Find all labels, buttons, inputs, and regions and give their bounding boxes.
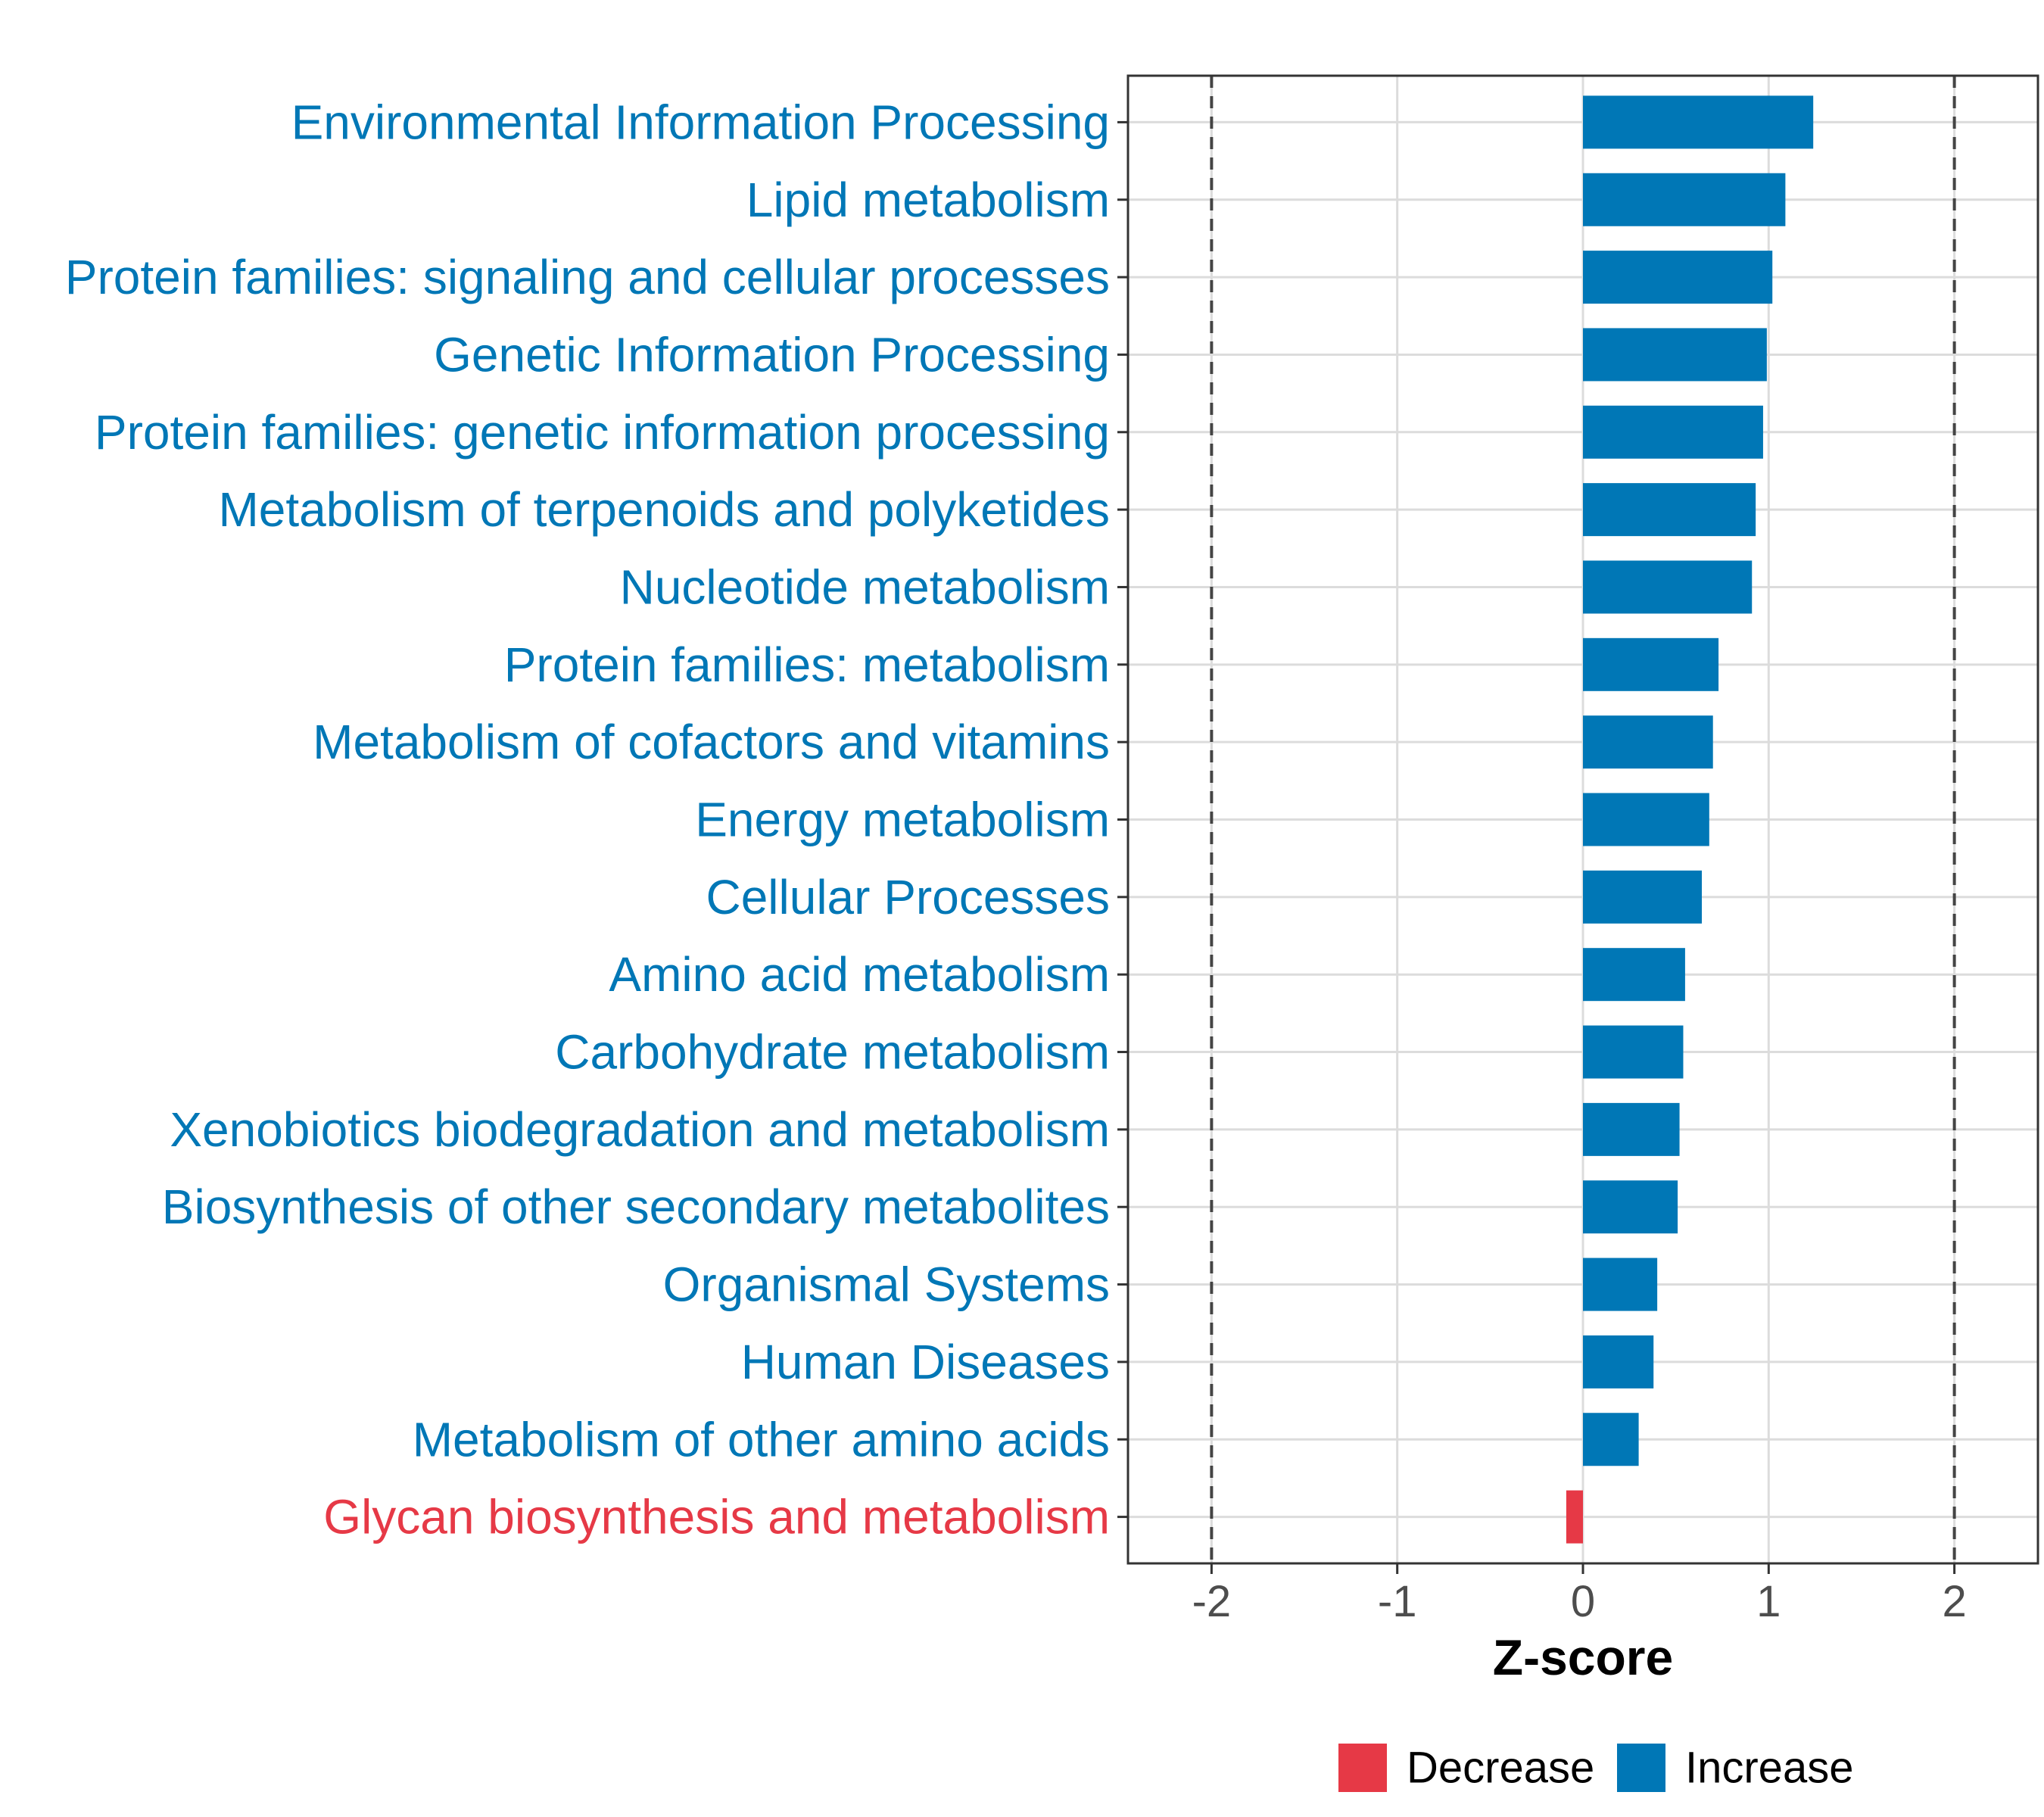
- bar-13: [1583, 1025, 1684, 1079]
- bar-15: [1583, 1180, 1678, 1234]
- x-axis-title: Z-score: [1493, 1629, 1673, 1685]
- category-label-1: Environmental Information Processing: [291, 95, 1110, 149]
- category-label-8: Protein families: metabolism: [504, 637, 1110, 692]
- bar-17: [1583, 1335, 1654, 1388]
- x-tick-label-0: -2: [1192, 1577, 1232, 1626]
- bar-19: [1566, 1490, 1583, 1544]
- category-label-9: Metabolism of cofactors and vitamins: [313, 715, 1110, 769]
- bar-9: [1583, 715, 1713, 769]
- category-label-12: Amino acid metabolism: [609, 947, 1110, 1002]
- category-label-15: Biosynthesis of other secondary metaboli…: [162, 1180, 1110, 1234]
- bar-2: [1583, 173, 1786, 226]
- x-tick-label-4: 2: [1942, 1577, 1966, 1626]
- category-label-5: Protein families: genetic information pr…: [95, 405, 1110, 460]
- category-label-3: Protein families: signaling and cellular…: [65, 250, 1110, 304]
- x-tick-label-2: 0: [1571, 1577, 1595, 1626]
- category-label-7: Nucleotide metabolism: [620, 559, 1110, 614]
- bar-7: [1583, 560, 1753, 614]
- category-label-4: Genetic Information Processing: [434, 327, 1110, 382]
- bar-3: [1583, 251, 1773, 304]
- bar-14: [1583, 1102, 1680, 1156]
- x-tick-label-3: 1: [1756, 1577, 1781, 1626]
- legend-label-increase: Increase: [1685, 1744, 1853, 1793]
- legend-swatch-decrease: [1338, 1744, 1387, 1792]
- bar-5: [1583, 405, 1763, 459]
- category-label-6: Metabolism of terpenoids and polyketides: [218, 482, 1110, 537]
- bar-8: [1583, 637, 1719, 691]
- bar-11: [1583, 870, 1702, 924]
- bar-4: [1583, 328, 1767, 382]
- bar-6: [1583, 483, 1756, 537]
- bar-16: [1583, 1258, 1658, 1311]
- category-label-2: Lipid metabolism: [746, 173, 1110, 227]
- bar-10: [1583, 793, 1709, 846]
- category-label-14: Xenobiotics biodegradation and metabolis…: [170, 1102, 1110, 1157]
- category-label-16: Organismal Systems: [663, 1258, 1110, 1312]
- category-label-18: Metabolism of other amino acids: [413, 1412, 1110, 1466]
- legend-label-decrease: Decrease: [1407, 1744, 1594, 1793]
- category-label-19: Glycan biosynthesis and metabolism: [323, 1490, 1110, 1544]
- bar-18: [1583, 1413, 1639, 1466]
- x-tick-label-1: -1: [1378, 1577, 1417, 1626]
- bar-12: [1583, 948, 1685, 1002]
- category-label-11: Cellular Processes: [706, 870, 1110, 924]
- bar-1: [1583, 95, 1814, 149]
- category-label-13: Carbohydrate metabolism: [555, 1025, 1110, 1080]
- category-label-17: Human Diseases: [741, 1335, 1110, 1389]
- category-label-10: Energy metabolism: [695, 793, 1110, 847]
- legend-swatch-increase: [1617, 1744, 1665, 1792]
